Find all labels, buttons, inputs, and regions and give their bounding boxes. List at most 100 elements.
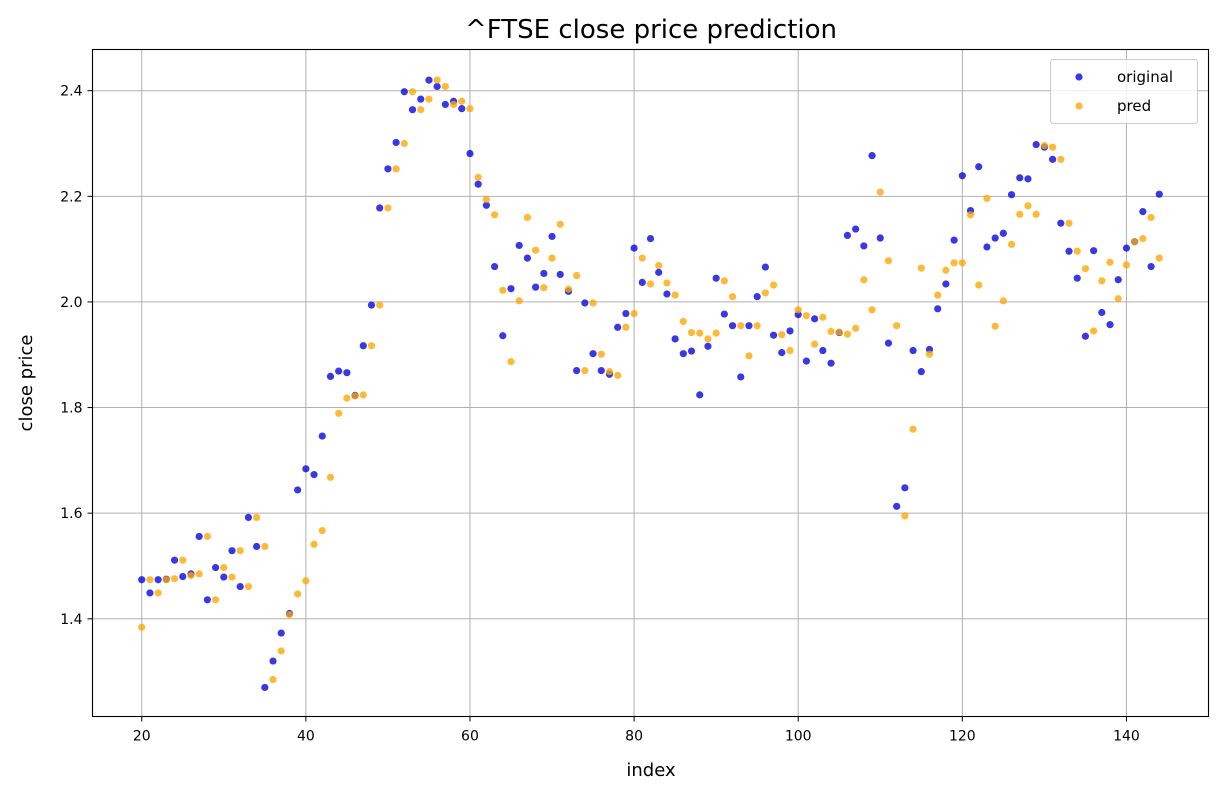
data-point-pred <box>942 266 950 274</box>
data-point-original <box>761 263 769 271</box>
data-point-original <box>1057 219 1065 227</box>
data-point-pred <box>745 352 753 360</box>
data-point-pred <box>630 309 638 318</box>
data-point-pred <box>236 547 244 555</box>
data-point-pred <box>1098 277 1106 285</box>
data-point-original <box>934 305 942 313</box>
y-axis-label: close price <box>16 335 37 432</box>
data-point-original <box>614 323 622 331</box>
data-point-pred <box>1081 265 1090 273</box>
x-tick-label: 120 <box>949 729 976 745</box>
data-point-pred <box>893 322 901 330</box>
data-point-pred <box>351 392 359 400</box>
data-point-pred <box>966 211 975 219</box>
data-point-original <box>326 372 335 380</box>
data-point-original <box>728 322 737 330</box>
data-point-pred <box>376 301 384 309</box>
data-point-pred <box>507 358 515 366</box>
data-point-pred <box>458 97 466 105</box>
data-point-original <box>671 335 679 343</box>
data-point-original <box>860 242 868 250</box>
data-point-pred <box>548 254 556 262</box>
data-point-pred <box>220 563 228 572</box>
x-tick-label: 100 <box>785 729 812 745</box>
data-point-pred <box>737 322 745 330</box>
data-point-original <box>958 172 966 180</box>
data-point-original <box>343 369 351 377</box>
data-point-pred <box>187 571 195 580</box>
data-point-pred <box>671 291 679 299</box>
data-point-pred <box>597 350 605 358</box>
data-point-original <box>400 88 408 96</box>
data-point-original <box>704 342 712 350</box>
data-point-original <box>367 301 376 309</box>
data-point-original <box>540 269 548 278</box>
data-point-original <box>630 244 638 252</box>
legend: original pred <box>1050 59 1198 124</box>
data-point-pred <box>769 281 778 289</box>
data-point-original <box>302 465 310 473</box>
data-point-original <box>819 346 827 355</box>
data-point-original <box>983 243 991 251</box>
data-points <box>138 76 1163 692</box>
data-point-original <box>646 234 655 243</box>
data-point-pred <box>343 394 351 402</box>
data-point-pred <box>794 306 802 314</box>
y-tick-label: 1.8 <box>60 401 82 417</box>
data-point-pred <box>400 139 408 148</box>
data-point-pred <box>367 342 376 350</box>
data-point-original <box>138 576 146 584</box>
data-point-pred <box>269 675 277 684</box>
data-point-original <box>1073 274 1081 282</box>
data-point-original <box>687 347 696 355</box>
data-point-original <box>433 82 441 91</box>
data-point-original <box>811 315 819 323</box>
data-point-original <box>170 556 179 564</box>
data-point-pred <box>294 590 302 598</box>
data-point-original <box>310 471 318 479</box>
data-point-original <box>852 225 860 233</box>
y-axis-ticks: 1.4 1.6 1.8 2.0 2.2 2.4 <box>60 84 93 628</box>
data-point-pred <box>474 173 482 181</box>
data-point-original <box>876 234 884 242</box>
data-point-original <box>769 331 778 339</box>
data-point-pred <box>860 276 868 284</box>
data-point-pred <box>540 284 548 292</box>
y-tick-label: 2.0 <box>60 295 82 311</box>
data-point-pred <box>811 340 819 348</box>
data-point-pred <box>532 246 540 254</box>
data-point-original <box>1048 155 1057 163</box>
data-point-original <box>1098 308 1106 317</box>
data-point-pred <box>203 532 211 541</box>
data-point-original <box>827 359 835 367</box>
data-point-pred <box>704 335 712 343</box>
data-point-pred <box>408 88 417 96</box>
data-point-original <box>655 268 663 276</box>
data-point-original <box>220 573 228 581</box>
data-point-pred <box>884 257 893 265</box>
x-tick-label: 40 <box>297 729 315 745</box>
data-point-pred <box>663 279 671 287</box>
data-point-original <box>1147 262 1155 271</box>
data-point-pred <box>359 391 367 399</box>
data-point-original <box>253 542 261 551</box>
data-point-pred <box>761 289 769 297</box>
data-point-pred <box>244 582 253 591</box>
data-point-pred <box>1106 258 1114 266</box>
data-point-pred <box>228 573 236 581</box>
chart-title: ^FTSE close price prediction <box>465 15 837 45</box>
data-point-original <box>868 152 876 160</box>
data-point-original <box>745 322 753 330</box>
data-point-pred <box>392 165 400 173</box>
data-point-original <box>1106 321 1114 329</box>
data-point-original <box>228 547 236 555</box>
data-point-original <box>507 285 515 293</box>
data-point-original <box>548 232 556 241</box>
data-point-pred <box>876 188 884 196</box>
data-point-pred <box>490 211 499 219</box>
data-point-original <box>581 299 589 307</box>
data-point-pred <box>179 556 187 564</box>
data-point-original <box>179 572 187 581</box>
data-point-original <box>532 283 540 291</box>
